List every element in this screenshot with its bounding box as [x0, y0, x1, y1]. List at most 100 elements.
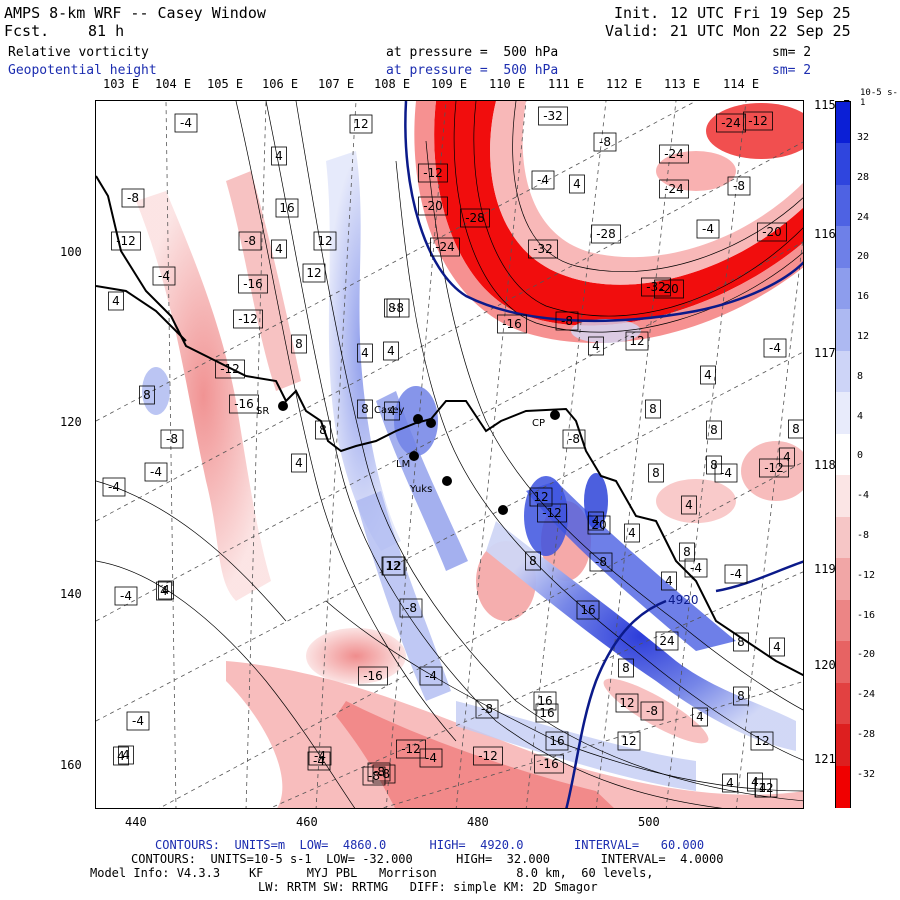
vorticity-label-value: -4: [132, 714, 144, 728]
vorticity-label-value: 8: [388, 301, 396, 315]
colorbar-tick-label: 24: [857, 211, 870, 223]
vorticity-label-box: [763, 338, 787, 358]
vorticity-label-box: [716, 113, 746, 133]
colorbar-tick-label: 0: [857, 450, 864, 462]
vorticity-label-box: [562, 429, 586, 449]
vorticity-label-box: [533, 691, 557, 711]
vorticity-label-value: -8: [166, 432, 178, 446]
vorticity-label-value: -12: [748, 114, 768, 128]
vorticity-label-box: [139, 385, 155, 405]
colorbar-segment: [836, 226, 850, 269]
vorticity-label-box: [588, 511, 604, 531]
fcst-label: Fcst.: [4, 22, 50, 40]
vorticity-label-box: [722, 773, 738, 793]
vorticity-label-value: -32: [646, 280, 666, 294]
vorticity-label-value: -24: [721, 116, 741, 130]
vorticity-label-box: [529, 487, 553, 507]
colorbar-segment: [836, 516, 850, 560]
vorticity-label-box: [102, 477, 126, 497]
vorticity-label-value: 8: [529, 554, 537, 568]
vorticity-label-value: 8: [319, 423, 327, 437]
colorbar-segment: [836, 641, 850, 684]
y-axis-label: 160: [60, 758, 82, 772]
vorticity-label-value: 20: [591, 518, 606, 532]
colorbar: [835, 101, 851, 808]
vorticity-label-value: 12: [385, 559, 400, 573]
vorticity-label-box: [714, 463, 738, 483]
vorticity-label-box: [587, 515, 611, 535]
vorticity-label-box: [617, 731, 641, 751]
vorticity-label-box: [386, 298, 410, 318]
init-label: Init.: [614, 4, 660, 22]
vorticity-label-value: -28: [596, 227, 616, 241]
vorticity-label-value: -4: [537, 173, 549, 187]
vorticity-label-box: [684, 558, 708, 578]
vorticity-label-box: [615, 693, 639, 713]
vorticity-label-box: [399, 598, 423, 618]
vorticity-label-value: 4: [685, 498, 693, 512]
vorticity-label-box: [497, 314, 527, 334]
vorticity-label-box: [759, 458, 789, 478]
colorbar-tick-label: 12: [857, 331, 870, 342]
vorticity-label-value: -16: [502, 317, 522, 331]
lon-label: 106 E: [262, 77, 299, 91]
vorticity-label-value: -24: [435, 240, 455, 254]
vorticity-label-box: [382, 556, 406, 576]
vorticity-label-box: [358, 666, 388, 686]
vorticity-label-value: 12: [317, 234, 332, 248]
map-canvas: SR Casey CP LM Yuks -44-8-12-44-84121612…: [96, 101, 803, 808]
vorticity-label-box: [357, 399, 373, 419]
vorticity-label-value: -8: [373, 765, 385, 779]
vorticity-value-labels: -44-8-12-44-84121612-16-12-128-88-1684-4…: [102, 106, 803, 798]
vorticity-label-box: [111, 231, 141, 251]
fcst-value: 81 h: [88, 22, 125, 40]
vorticity-label-value: 4: [783, 450, 791, 464]
contour-info-vorticity: CONTOURS: UNITS=10-5 s-1 LOW= -32.000 HI…: [131, 852, 724, 866]
vorticity-label-value: -12: [116, 234, 136, 248]
vorticity-label-box: [733, 632, 749, 652]
vorticity-label-value: -20: [762, 225, 782, 239]
vorticity-label-value: 12: [754, 734, 769, 748]
colorbar-segment: [836, 350, 850, 394]
vorticity-label-value: 4: [162, 583, 170, 597]
vorticity-label-value: 4: [573, 177, 581, 191]
vorticity-label-value: 4: [160, 584, 168, 598]
height-contour-label: 4920: [668, 593, 699, 607]
vorticity-label-value: -12: [423, 166, 443, 180]
station-markers: [278, 401, 560, 515]
vorticity-label-value: -4: [730, 567, 742, 581]
vorticity-label-box: [460, 208, 490, 228]
vorticity-label-value: 8: [652, 466, 660, 480]
vorticity-label-box: [419, 666, 443, 686]
vorticity-label-value: 16: [279, 201, 294, 215]
vorticity-label-value: 4: [665, 574, 673, 588]
vorticity-label-value: 16: [549, 734, 564, 748]
vorticity-label-box: [383, 341, 399, 361]
colorbar-tick-label: 16: [857, 291, 870, 303]
vorticity-label-value: 4: [592, 514, 600, 528]
field1-name: Relative vorticity: [8, 45, 149, 60]
x-axis-label: 500: [638, 815, 660, 829]
vorticity-label-box: [271, 146, 287, 166]
vorticity-label-box: [114, 586, 138, 606]
station-sr-marker: [278, 401, 288, 411]
vorticity-label-box: [534, 754, 564, 774]
station-casey-marker-2: [426, 418, 436, 428]
vorticity-label-box: [372, 764, 396, 784]
vorticity-label-box: [641, 277, 671, 297]
vorticity-label-value: -4: [769, 341, 781, 355]
vorticity-label-box: [624, 523, 640, 543]
negative-vorticity-arc: [414, 101, 803, 343]
vorticity-label-value: 12: [619, 696, 634, 710]
vorticity-label-value: -12: [238, 312, 258, 326]
colorbar-tick-label: -32: [857, 768, 876, 780]
geopotential-height-contours: [404, 101, 803, 808]
vorticity-label-value: 12: [306, 266, 321, 280]
colorbar-segment: [836, 143, 850, 186]
vorticity-label-box: [302, 263, 326, 283]
model-info-2: LW: RRTM SW: RRTMG DIFF: simple KM: 2D S…: [258, 880, 598, 894]
vorticity-label-value: 4: [295, 456, 303, 470]
vorticity-label-box: [659, 179, 689, 199]
x-axis-label: 440: [125, 815, 147, 829]
vorticity-label-box: [233, 309, 263, 329]
